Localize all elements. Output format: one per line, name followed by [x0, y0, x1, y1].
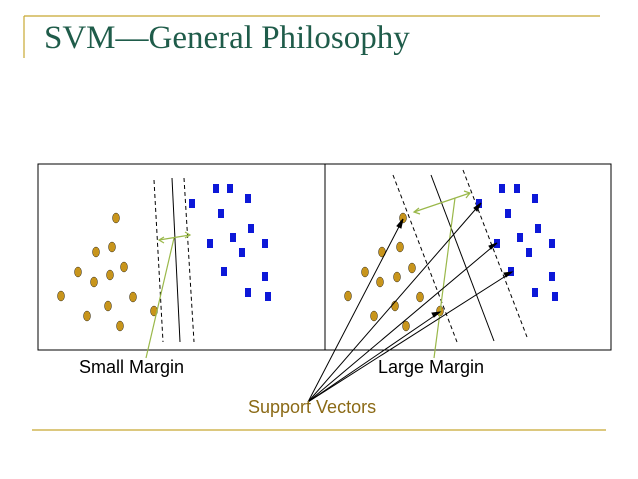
caption-large-margin: Large Margin — [378, 357, 485, 377]
circle-point — [402, 320, 410, 332]
square-point — [230, 233, 236, 242]
pointer-line — [433, 197, 456, 359]
support-vector-arrow — [307, 311, 441, 403]
square-point — [262, 272, 268, 281]
circle-point — [396, 241, 404, 253]
square-point — [549, 239, 555, 248]
separating-line — [171, 177, 181, 343]
support-vector-arrow — [307, 218, 404, 403]
square-point — [505, 209, 511, 218]
circle-point — [108, 241, 116, 253]
circle-point — [106, 269, 114, 281]
margin-line-dashed — [153, 179, 164, 343]
square-point — [227, 184, 233, 193]
square-point — [213, 184, 219, 193]
square-point — [262, 239, 268, 248]
square-point — [532, 288, 538, 297]
margin-arrow-right — [412, 190, 472, 359]
square-point — [514, 184, 520, 193]
slide-title: SVM—General Philosophy — [44, 20, 410, 56]
square-point — [549, 272, 555, 281]
circle-point — [92, 246, 100, 258]
circle-point — [344, 290, 352, 302]
circle-point — [90, 276, 98, 288]
support-vector-arrow — [307, 271, 513, 403]
circle-point — [57, 290, 65, 302]
circle-point — [83, 310, 91, 322]
circle-point — [116, 320, 124, 332]
margin-arrow-left — [145, 231, 192, 359]
square-point — [508, 267, 514, 276]
square-point — [499, 184, 505, 193]
class-squares-right — [476, 184, 558, 301]
support-vector-arrow — [307, 202, 482, 403]
circle-point — [370, 310, 378, 322]
caption-small-margin: Small Margin — [79, 357, 185, 377]
support-vector-arrows — [307, 202, 514, 403]
margin-line-dashed — [183, 177, 195, 343]
support-vector-arrow — [307, 242, 498, 403]
square-point — [221, 267, 227, 276]
square-point — [552, 292, 558, 301]
square-point — [517, 233, 523, 242]
square-point — [535, 224, 541, 233]
square-point — [526, 248, 532, 257]
square-point — [532, 194, 538, 203]
circle-point — [408, 262, 416, 274]
square-point — [207, 239, 213, 248]
panel-large-margin — [324, 163, 612, 351]
panel-small-margin — [37, 163, 326, 351]
class-squares-left — [189, 184, 271, 301]
circle-point — [112, 212, 120, 224]
circle-point — [120, 261, 128, 273]
square-point — [245, 288, 251, 297]
circle-point — [74, 266, 82, 278]
class-circles-left — [57, 212, 158, 332]
square-point — [218, 209, 224, 218]
circle-point — [129, 291, 137, 303]
circle-point — [361, 266, 369, 278]
square-point — [265, 292, 271, 301]
square-point — [476, 199, 482, 208]
circle-point — [416, 291, 424, 303]
circle-point — [376, 276, 384, 288]
square-point — [245, 194, 251, 203]
square-point — [248, 224, 254, 233]
class-circles-right — [344, 212, 444, 332]
margin-line-dashed — [462, 169, 528, 338]
circle-point — [393, 271, 401, 283]
pointer-line — [145, 237, 175, 359]
square-point — [239, 248, 245, 257]
circle-point — [104, 300, 112, 312]
caption-support-vectors: Support Vectors — [248, 397, 377, 417]
square-point — [189, 199, 195, 208]
